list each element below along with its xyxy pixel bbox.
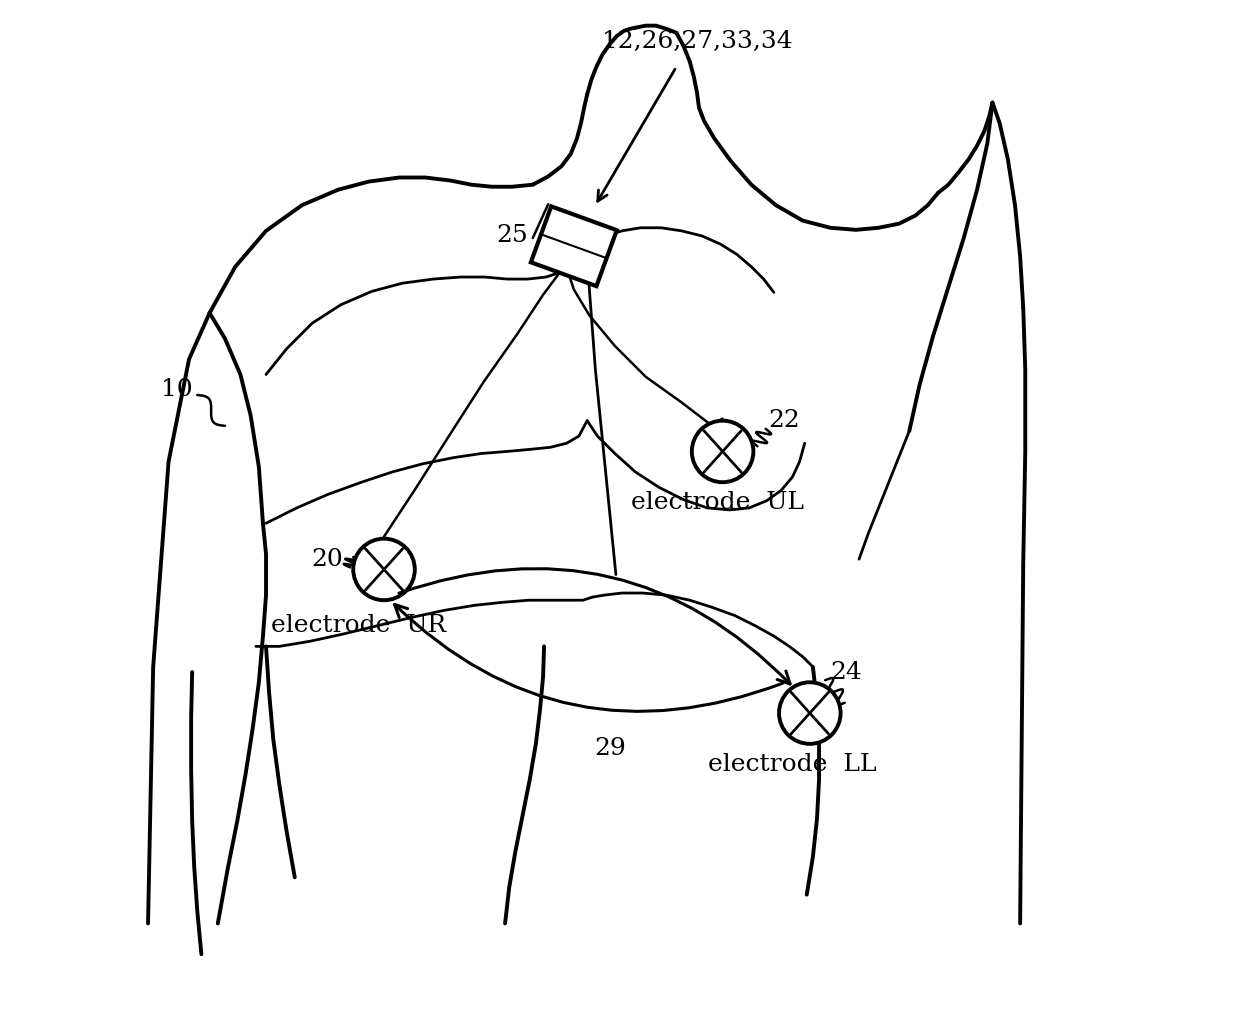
Circle shape (692, 421, 754, 482)
Text: 22: 22 (769, 409, 800, 432)
Text: electrode  LL: electrode LL (708, 753, 877, 776)
Polygon shape (531, 206, 616, 286)
Circle shape (779, 682, 841, 744)
Text: 24: 24 (830, 661, 862, 683)
Text: 12,26,27,33,34: 12,26,27,33,34 (601, 30, 792, 52)
Circle shape (353, 539, 415, 600)
Text: electrode  UR: electrode UR (270, 615, 446, 637)
Text: 29: 29 (594, 738, 626, 760)
Text: 25: 25 (496, 225, 528, 247)
Text: 10: 10 (161, 379, 192, 401)
Text: 20: 20 (311, 548, 343, 570)
Text: electrode  UL: electrode UL (631, 491, 804, 514)
